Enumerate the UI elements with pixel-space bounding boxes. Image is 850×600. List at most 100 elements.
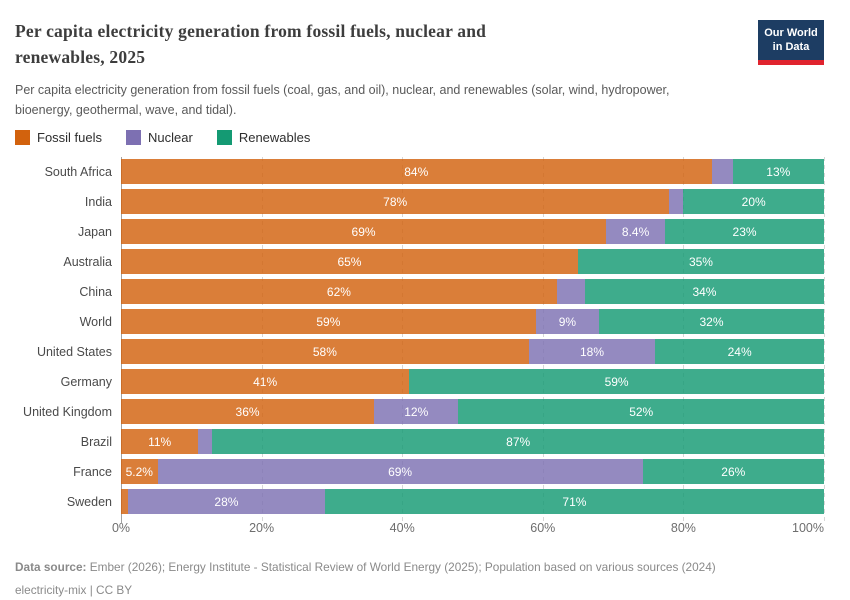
bar-segment-renewables[interactable]: 71% bbox=[324, 489, 824, 514]
owid-logo-line-1: Our World bbox=[764, 27, 818, 39]
chart-rows: South Africa 84% 13% India 78% 20% Japan 69% 8.4… bbox=[15, 157, 824, 517]
bar-segment-nuclear[interactable] bbox=[198, 429, 213, 454]
chart-row-brazil: Brazil 11% 87% bbox=[15, 427, 824, 457]
bar-value-label: 87% bbox=[506, 434, 531, 449]
bar-value-label: 12% bbox=[404, 404, 429, 419]
bar-segment-fossil-fuels[interactable]: 41% bbox=[121, 369, 410, 394]
bar-segment-renewables[interactable]: 34% bbox=[584, 279, 824, 304]
legend-swatch-icon bbox=[216, 129, 232, 145]
legend-label: Nuclear bbox=[148, 129, 193, 145]
x-axis: 0% 20% 40% 60% 80% 100% bbox=[112, 517, 824, 541]
bar-segment-fossil-fuels[interactable]: 59% bbox=[121, 309, 536, 334]
bar-segment-renewables[interactable]: 35% bbox=[577, 249, 824, 274]
bar-segment-nuclear[interactable]: 9% bbox=[535, 309, 600, 334]
bar-segment-fossil-fuels[interactable]: 58% bbox=[121, 339, 529, 364]
bar-segment-nuclear[interactable]: 8.4% bbox=[606, 219, 666, 244]
legend-label: Renewables bbox=[238, 129, 311, 145]
data-source-text: Ember (2026); Energy Institute - Statist… bbox=[89, 559, 716, 574]
country-label: South Africa bbox=[44, 164, 112, 179]
bar-value-label: 34% bbox=[692, 284, 717, 299]
bar-segment-nuclear[interactable]: 12% bbox=[374, 399, 459, 424]
country-label: France bbox=[73, 464, 112, 479]
bar-segment-renewables[interactable]: 20% bbox=[683, 189, 824, 214]
country-label: United States bbox=[36, 344, 112, 359]
bar-segment-nuclear[interactable]: 18% bbox=[528, 339, 656, 364]
bar-track: 28% 71% bbox=[121, 489, 824, 514]
title-block: Per capita electricity generation from f… bbox=[15, 18, 670, 120]
bar-track: 62% 34% bbox=[121, 279, 824, 304]
bar-segment-nuclear[interactable]: 28% bbox=[128, 489, 325, 514]
bar-segment-renewables[interactable]: 32% bbox=[599, 309, 824, 334]
bar-segment-renewables[interactable]: 24% bbox=[655, 339, 824, 364]
chart-row-india: India 78% 20% bbox=[15, 187, 824, 217]
bar-segment-renewables[interactable]: 52% bbox=[458, 399, 824, 424]
bar-value-label: 20% bbox=[741, 194, 766, 209]
bar-track: 5.2% 69% 26% bbox=[121, 459, 824, 484]
legend-item-nuclear[interactable]: Nuclear bbox=[126, 129, 193, 145]
bar-segment-renewables[interactable]: 26% bbox=[642, 459, 824, 484]
x-tick-label-100pct: 100% bbox=[792, 520, 824, 535]
chart-row-united-states: United States 58% 18% 24% bbox=[15, 337, 824, 367]
chart-row-japan: Japan 69% 8.4% 23% bbox=[15, 217, 824, 247]
bar-segment-fossil-fuels[interactable]: 65% bbox=[121, 249, 578, 274]
bar-segment-fossil-fuels[interactable]: 84% bbox=[121, 159, 712, 184]
bar-value-label: 59% bbox=[604, 374, 629, 389]
bar-track: 58% 18% 24% bbox=[121, 339, 824, 364]
chart-row-world: World 59% 9% 32% bbox=[15, 307, 824, 337]
bar-segment-nuclear[interactable] bbox=[556, 279, 585, 304]
country-label: World bbox=[79, 314, 112, 329]
data-source-label: Data source: bbox=[15, 559, 87, 574]
x-tick-label-80pct: 80% bbox=[670, 520, 696, 535]
chart-subtitle: Per capita electricity generation from f… bbox=[15, 80, 670, 120]
bar-track: 11% 87% bbox=[121, 429, 824, 454]
bar-value-label: 65% bbox=[337, 254, 362, 269]
bar-value-label: 84% bbox=[404, 164, 429, 179]
chart-header: Per capita electricity generation from f… bbox=[15, 18, 824, 120]
legend-item-fossil-fuels[interactable]: Fossil fuels bbox=[15, 129, 102, 145]
country-label: Japan bbox=[77, 224, 112, 239]
bar-value-label: 52% bbox=[629, 404, 654, 419]
stacked-bar-chart: South Africa 84% 13% India 78% 20% Japan 69% 8.4… bbox=[15, 156, 825, 541]
bar-value-label: 5.2% bbox=[125, 464, 153, 479]
chart-row-sweden: Sweden 28% 71% bbox=[15, 487, 824, 517]
legend-item-renewables[interactable]: Renewables bbox=[216, 129, 311, 145]
x-tick-label-20pct: 20% bbox=[249, 520, 275, 535]
bar-segment-fossil-fuels[interactable]: 78% bbox=[121, 189, 670, 214]
bar-segment-renewables[interactable]: 23% bbox=[665, 219, 824, 244]
owid-logo[interactable]: Our World in Data bbox=[758, 20, 824, 65]
owid-logo-line-2: in Data bbox=[772, 40, 810, 53]
chart-row-china: China 62% 34% bbox=[15, 277, 824, 307]
country-label: Brazil bbox=[80, 434, 112, 449]
bar-value-label: 26% bbox=[721, 464, 746, 479]
bar-track: 69% 8.4% 23% bbox=[121, 219, 824, 244]
chart-row-australia: Australia 65% 35% bbox=[15, 247, 824, 277]
bar-value-label: 24% bbox=[727, 344, 752, 359]
bar-segment-renewables[interactable]: 13% bbox=[732, 159, 824, 184]
data-source-line: Data source: Ember (2026); Energy Instit… bbox=[15, 556, 824, 580]
bar-segment-fossil-fuels[interactable]: 69% bbox=[121, 219, 607, 244]
bar-segment-nuclear[interactable] bbox=[669, 189, 684, 214]
bar-segment-nuclear[interactable]: 69% bbox=[157, 459, 643, 484]
bar-segment-fossil-fuels[interactable]: 62% bbox=[121, 279, 557, 304]
bar-value-label: 8.4% bbox=[621, 224, 650, 239]
chart-row-south-africa: South Africa 84% 13% bbox=[15, 157, 824, 187]
bar-segment-nuclear[interactable] bbox=[711, 159, 733, 184]
bar-value-label: 32% bbox=[699, 314, 724, 329]
bar-segment-fossil-fuels[interactable] bbox=[121, 489, 129, 514]
bar-track: 41% 59% bbox=[121, 369, 824, 394]
bar-segment-fossil-fuels[interactable]: 11% bbox=[121, 429, 199, 454]
bar-segment-renewables[interactable]: 59% bbox=[409, 369, 824, 394]
bar-value-label: 35% bbox=[688, 254, 713, 269]
country-label: Germany bbox=[60, 374, 112, 389]
bar-segment-fossil-fuels[interactable]: 36% bbox=[121, 399, 375, 424]
bar-value-label: 69% bbox=[351, 224, 376, 239]
country-label: Sweden bbox=[66, 494, 112, 509]
subtitle-line-2: bioenergy, geothermal, wave, and tidal). bbox=[15, 102, 237, 117]
bar-track: 78% 20% bbox=[121, 189, 824, 214]
bar-segment-renewables[interactable]: 87% bbox=[212, 429, 824, 454]
bar-segment-fossil-fuels[interactable]: 5.2% bbox=[121, 459, 158, 484]
legend-swatch-icon bbox=[126, 129, 142, 145]
legend-swatch-icon bbox=[15, 129, 30, 145]
bar-track: 65% 35% bbox=[121, 249, 824, 274]
